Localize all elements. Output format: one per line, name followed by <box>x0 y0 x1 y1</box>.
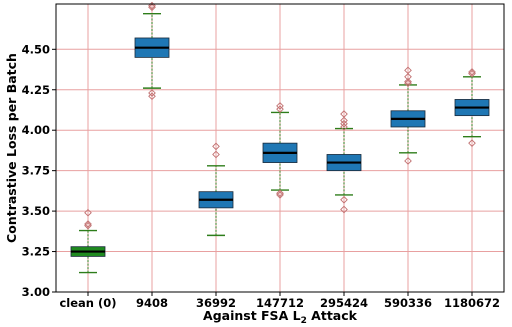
box-3 <box>262 102 298 199</box>
box-series <box>70 1 490 274</box>
box-6 <box>454 68 490 147</box>
flier-point-3 <box>276 102 284 110</box>
flier-point-0 <box>404 157 412 165</box>
flier-point-2 <box>276 105 284 114</box>
flier-point-0 <box>340 205 348 214</box>
flier-point-1 <box>212 142 220 151</box>
y-tick-label-5: 4.25 <box>22 83 50 97</box>
flier-point-2 <box>340 123 348 131</box>
x-tick-label-1: 9408 <box>136 296 168 310</box>
y-axis-label: Contrastive Loss per Batch <box>4 53 19 243</box>
flier-point-0 <box>212 150 220 159</box>
flier-point-2 <box>84 208 92 217</box>
flier-point-4 <box>404 66 412 75</box>
flier-point-3 <box>340 119 348 128</box>
y-tick-label-0: 3.00 <box>22 285 50 299</box>
box-4 <box>326 110 362 214</box>
x-axis-label: Against FSA L2 Attack <box>203 308 358 326</box>
y-tick-label-2: 3.50 <box>22 204 50 218</box>
flier-point-1 <box>340 195 348 204</box>
x-tick-label-5: 590336 <box>384 296 432 310</box>
x-tick-label-0: clean (0) <box>59 296 116 310</box>
x-axis-label-subscript: 2 <box>301 316 307 326</box>
box-1 <box>134 1 170 101</box>
x-axis-ticks: clean (0) 9408 36992 147712 295424 590336 1180… <box>59 292 500 310</box>
box-2 <box>198 142 234 237</box>
box-0 <box>70 208 106 274</box>
flier-point-5 <box>340 110 348 118</box>
flier-point-4 <box>340 116 348 125</box>
x-tick-label-4: 295424 <box>320 296 368 310</box>
y-tick-label-1: 3.25 <box>22 245 50 259</box>
x-tick-label-6: 1180672 <box>444 296 500 310</box>
flier-point-1 <box>276 189 284 198</box>
flier-point-1 <box>84 220 92 228</box>
y-axis-ticks: 3.00 3.25 3.50 3.75 4.00 4.25 4.50 <box>22 42 56 299</box>
flier-point-2 <box>404 77 412 86</box>
y-tick-label-3: 3.75 <box>22 164 50 178</box>
flier-point-3 <box>404 72 412 81</box>
x-tick-label-3: 147712 <box>256 296 304 310</box>
x-axis-label-suffix: Attack <box>307 308 358 323</box>
box-5 <box>390 66 426 165</box>
flier-point-1 <box>148 89 156 97</box>
flier-point-3 <box>148 1 156 10</box>
x-tick-label-2: 36992 <box>196 296 236 310</box>
flier-point-0 <box>148 92 156 101</box>
y-tick-label-4: 4.00 <box>22 123 50 137</box>
y-tick-label-6: 4.50 <box>22 42 50 56</box>
flier-point-0 <box>468 139 476 147</box>
x-axis-label-main: Against FSA L <box>203 308 301 323</box>
flier-point-2 <box>468 68 476 76</box>
